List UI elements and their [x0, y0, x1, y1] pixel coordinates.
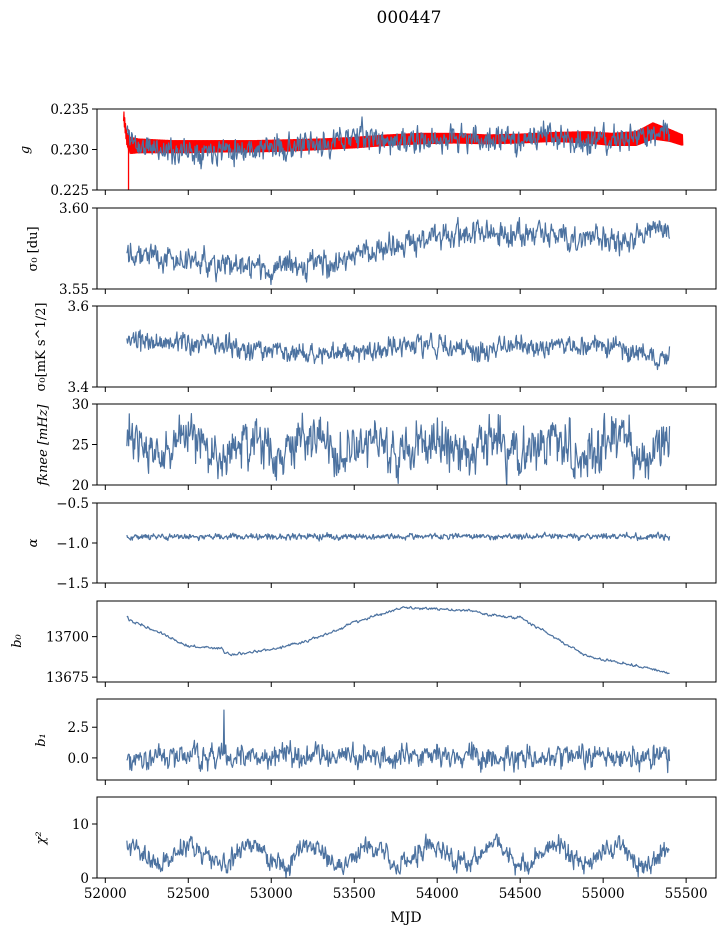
- y-tick-label: 30: [72, 397, 89, 413]
- data-series-line: [126, 605, 670, 675]
- panel-chi2: χ² 0 10 52000 52500 53000 53500 54000 54500 5500…: [34, 796, 717, 902]
- data-series-line: [126, 412, 671, 485]
- x-axis-label: MJD: [390, 910, 421, 926]
- y-tick-label: 3.4: [68, 380, 89, 396]
- y-tick-label: 13675: [46, 670, 89, 686]
- plot-area: [126, 605, 670, 675]
- y-tick-label: 0.235: [50, 102, 89, 118]
- plot-area: [126, 329, 671, 371]
- ylabel-fknee: fknee [mHz]: [36, 403, 51, 486]
- axes-frame: [96, 796, 717, 879]
- ylabel-alpha: α: [26, 538, 41, 547]
- data-series-line: [126, 216, 671, 286]
- data-series-line: [126, 531, 671, 542]
- data-series-line: [126, 116, 671, 170]
- panel-b0: b₀ 13675 13700: [10, 600, 717, 687]
- data-series-line: [126, 709, 671, 774]
- data-series-line: [126, 833, 670, 878]
- axes-frame: [96, 600, 717, 683]
- figure-title: 000447: [377, 8, 442, 28]
- axes-frame: [96, 305, 717, 388]
- y-tick-label: 0.0: [68, 751, 89, 767]
- y-tick-label: 3.60: [59, 201, 89, 217]
- y-tick-label: 13700: [46, 630, 89, 646]
- panel-sigma0-du: σ₀ [du] 3.55 3.60: [26, 201, 717, 298]
- ylabel-g: g: [18, 146, 33, 154]
- plot-area: [126, 531, 671, 542]
- y-tick-label: 0.230: [50, 143, 89, 159]
- y-tick-label: 0.225: [50, 183, 89, 199]
- data-series-line: [126, 329, 671, 371]
- panel-b1: b₁ 0.0 2.5: [34, 698, 717, 785]
- y-tick-label: −1.5: [56, 576, 89, 592]
- y-tick-label: 2.5: [68, 720, 89, 736]
- axes-frame: [96, 698, 717, 781]
- x-tick-label: 55000: [582, 886, 625, 902]
- plot-area: [126, 216, 671, 286]
- y-tick-label: 25: [72, 438, 89, 454]
- y-tick-label: 10: [72, 817, 89, 833]
- y-tick-label: −0.5: [56, 496, 89, 512]
- axes-frame: [96, 207, 717, 290]
- ylabel-sigma0-du: σ₀ [du]: [26, 226, 41, 271]
- y-tick-label: −1.0: [56, 536, 89, 552]
- axes-frame: [96, 502, 717, 584]
- y-tick-label: 20: [72, 478, 89, 494]
- ylabel-b0: b₀: [10, 633, 25, 647]
- x-tick-label: 52000: [84, 886, 127, 902]
- panel-alpha: α −1.5 −1.0 −0.5: [26, 496, 717, 592]
- panel-sigma0-mk: σ₀[mK s^1/2] 3.4 3.6: [34, 299, 717, 396]
- plot-area: [126, 833, 670, 878]
- y-tick-label: 0: [80, 871, 89, 887]
- panel-g: g 0.225 0.230 0.235: [18, 102, 717, 199]
- plot-area: [122, 111, 684, 190]
- y-tick-label: 3.55: [59, 282, 89, 298]
- plot-area: [126, 709, 671, 774]
- ylabel-sigma0-mk: σ₀[mK s^1/2]: [34, 303, 49, 392]
- x-tick-label: 53000: [250, 886, 293, 902]
- ylabel-b1: b₁: [34, 733, 49, 747]
- plot-area: [126, 412, 671, 485]
- panel-fknee: fknee [mHz] 20 25 30: [36, 397, 717, 494]
- x-tick-label: 52500: [167, 886, 210, 902]
- x-tick-label: 54500: [499, 886, 542, 902]
- ylabel-chi2: χ²: [34, 831, 49, 845]
- x-tick-label: 55500: [665, 886, 708, 902]
- y-tick-label: 3.6: [68, 299, 89, 315]
- x-tick-label: 53500: [333, 886, 376, 902]
- x-tick-label: 54000: [416, 886, 459, 902]
